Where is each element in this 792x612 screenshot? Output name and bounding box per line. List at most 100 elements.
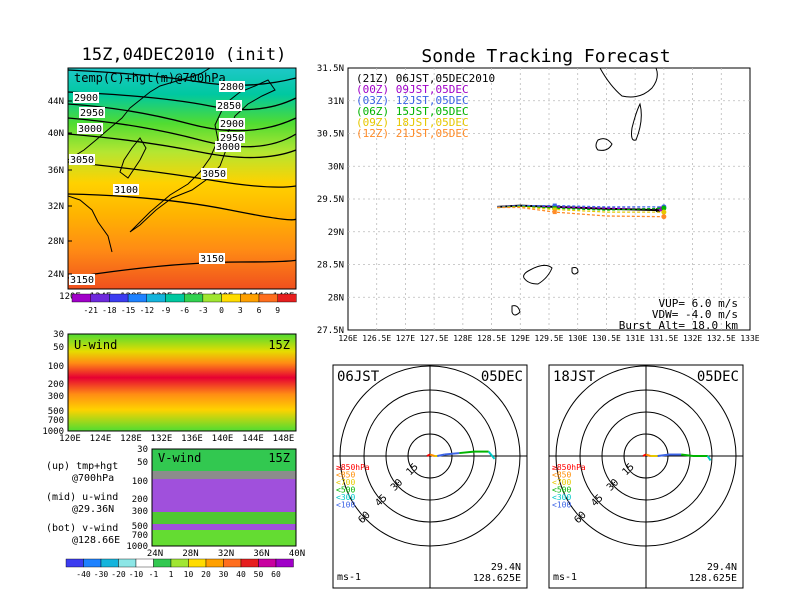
colorbar-label: 50 <box>254 570 264 579</box>
u-wind-time: 15Z <box>268 338 290 352</box>
track-end-point <box>661 209 667 215</box>
hodograph-lat: 29.4N <box>491 562 521 573</box>
track-legend-entry: (12Z) 21JST,05DEC <box>356 127 469 140</box>
legend-line-4: @29.36N <box>72 504 114 515</box>
level-tick-label: 30 <box>137 445 148 455</box>
colorbar-swatch <box>83 558 102 568</box>
lon-tick-label: 148E <box>273 434 295 444</box>
contour-label-bg <box>215 141 241 152</box>
colorbar-label: -21 <box>83 306 98 315</box>
hodograph-segment <box>444 452 460 456</box>
v-wind-time: 15Z <box>268 451 290 465</box>
level-tick-label: 50 <box>53 343 64 353</box>
colorbar-swatch <box>240 293 260 303</box>
colorbar-label: 1 <box>169 570 174 579</box>
sonde-title: Sonde Tracking Forecast <box>421 46 670 67</box>
colorbar-label: -3 <box>198 306 208 315</box>
colorbar-label: 30 <box>219 570 229 579</box>
colorbar-swatch <box>277 293 297 303</box>
colorbar-label: -40 <box>76 570 91 579</box>
lat-tick-label: 28N <box>48 237 64 247</box>
colorbar-label: 6 <box>257 306 262 315</box>
panel-legend: (up) tmp+hgt @700hPa (mid) u-wind @29.36… <box>46 461 120 546</box>
colorbar-swatch <box>202 293 222 303</box>
track-mid-point <box>552 207 557 212</box>
level-tick-label: 700 <box>48 416 64 426</box>
temp-panel-frame <box>67 67 297 290</box>
u-lon-ticks: 120E 124E 128E 132E 136E 140E 144E 148E <box>59 434 294 444</box>
colorbar-label: 20 <box>201 570 211 579</box>
u-wind-frame <box>67 333 297 432</box>
temp-colorbar: -21 -18 -15 -12 -9 -6 -3 0 3 6 9 <box>71 293 297 315</box>
contour-label-bg <box>219 81 245 92</box>
level-legend-entry: <300 <box>552 493 571 502</box>
contour-3100 <box>68 193 296 221</box>
track-legend: (21Z) 06JST,05DEC2010(00Z) 09JST,05DEC(0… <box>356 72 495 140</box>
lat-tick-label: 36N <box>253 549 269 559</box>
colorbar-swatch <box>258 293 278 303</box>
colorbar-swatch <box>100 558 119 568</box>
temperature-field <box>68 68 296 289</box>
lon-tick-label: 129.5E <box>535 334 564 343</box>
track-legend-entry: (06Z) 15JST,05DEC <box>356 105 469 118</box>
v-colorbar: -40 -30 -20 -10 -1 1 10 20 30 40 50 60 <box>65 558 294 579</box>
u-wind-field <box>68 334 296 431</box>
map-grid <box>348 68 750 330</box>
contour-2850 <box>68 91 296 111</box>
lon-tick-label: 144E <box>242 434 264 444</box>
lat-tick-label: 32N <box>48 202 64 212</box>
v-wind-low-band <box>152 512 296 524</box>
track-end-point <box>661 214 667 220</box>
lat-tick-label: 31N <box>328 97 344 107</box>
colorbar-swatch <box>146 293 166 303</box>
track-legend-entry: (03Z) 12JST,05DEC <box>356 94 469 107</box>
lat-tick-label: 29.5N <box>317 195 344 205</box>
lat-tick-label: 30.5N <box>317 130 344 140</box>
v-lat-ticks: 24N 28N 32N 36N 40N <box>147 549 305 559</box>
colorbar-label: -30 <box>94 570 109 579</box>
hodograph-segment <box>459 450 475 455</box>
temperature-map <box>68 68 296 289</box>
lon-tick-label: 120E <box>59 292 81 302</box>
colorbar-label: 40 <box>236 570 246 579</box>
colorbar-label: 60 <box>271 570 281 579</box>
v-wind-frame <box>151 448 297 547</box>
island-tanegashima <box>631 102 642 141</box>
track-end-point <box>661 205 667 211</box>
lat-tick-label: 40N <box>48 129 64 139</box>
u-wind-panel: U-wind 15Z <box>67 333 297 432</box>
v-wind-label: V-wind <box>158 451 201 465</box>
hodograph-06jst: 06JST 05DEC15304560≥850hPa<850<700<500<30… <box>332 364 528 589</box>
level-tick-label: 500 <box>48 407 64 417</box>
lat-tick-label: 24N <box>48 270 64 280</box>
legend-line-5: (bot) v-wind <box>46 523 118 534</box>
lon-tick-label: 133E <box>740 334 759 343</box>
colorbar-swatch <box>135 558 154 568</box>
lon-tick-label: 124E <box>90 434 112 444</box>
track-legend-entry: (21Z) 06JST,05DEC2010 <box>356 72 495 85</box>
contour-label: 2950 <box>80 108 104 119</box>
contour-label: 3100 <box>114 185 138 196</box>
contour-label-bg <box>199 253 225 264</box>
contour-label: 3000 <box>216 142 240 153</box>
lon-tick-label: 126.5E <box>362 334 391 343</box>
hodograph-lon: 128.625E <box>689 573 737 584</box>
hodograph-segment <box>426 453 431 457</box>
level-legend-entry: <300 <box>336 493 355 502</box>
legend-line-1: (up) tmp+hgt <box>46 461 118 472</box>
colorbar-swatch <box>183 293 204 303</box>
lon-tick-label: 127E <box>396 334 415 343</box>
level-tick-label: 1000 <box>42 427 64 437</box>
hodograph-segment <box>487 450 496 460</box>
lat-tick-label: 30N <box>328 162 344 172</box>
colorbar-swatch <box>240 558 259 568</box>
level-tick-label: 200 <box>48 380 64 390</box>
hodograph-unit: ms-1 <box>337 572 361 583</box>
colorbar-swatch <box>118 558 137 568</box>
hodograph-lat: 29.4N <box>707 562 737 573</box>
colorbar-swatch <box>65 558 84 568</box>
contour-label: 3150 <box>70 275 94 286</box>
colorbar-swatch <box>205 558 224 568</box>
